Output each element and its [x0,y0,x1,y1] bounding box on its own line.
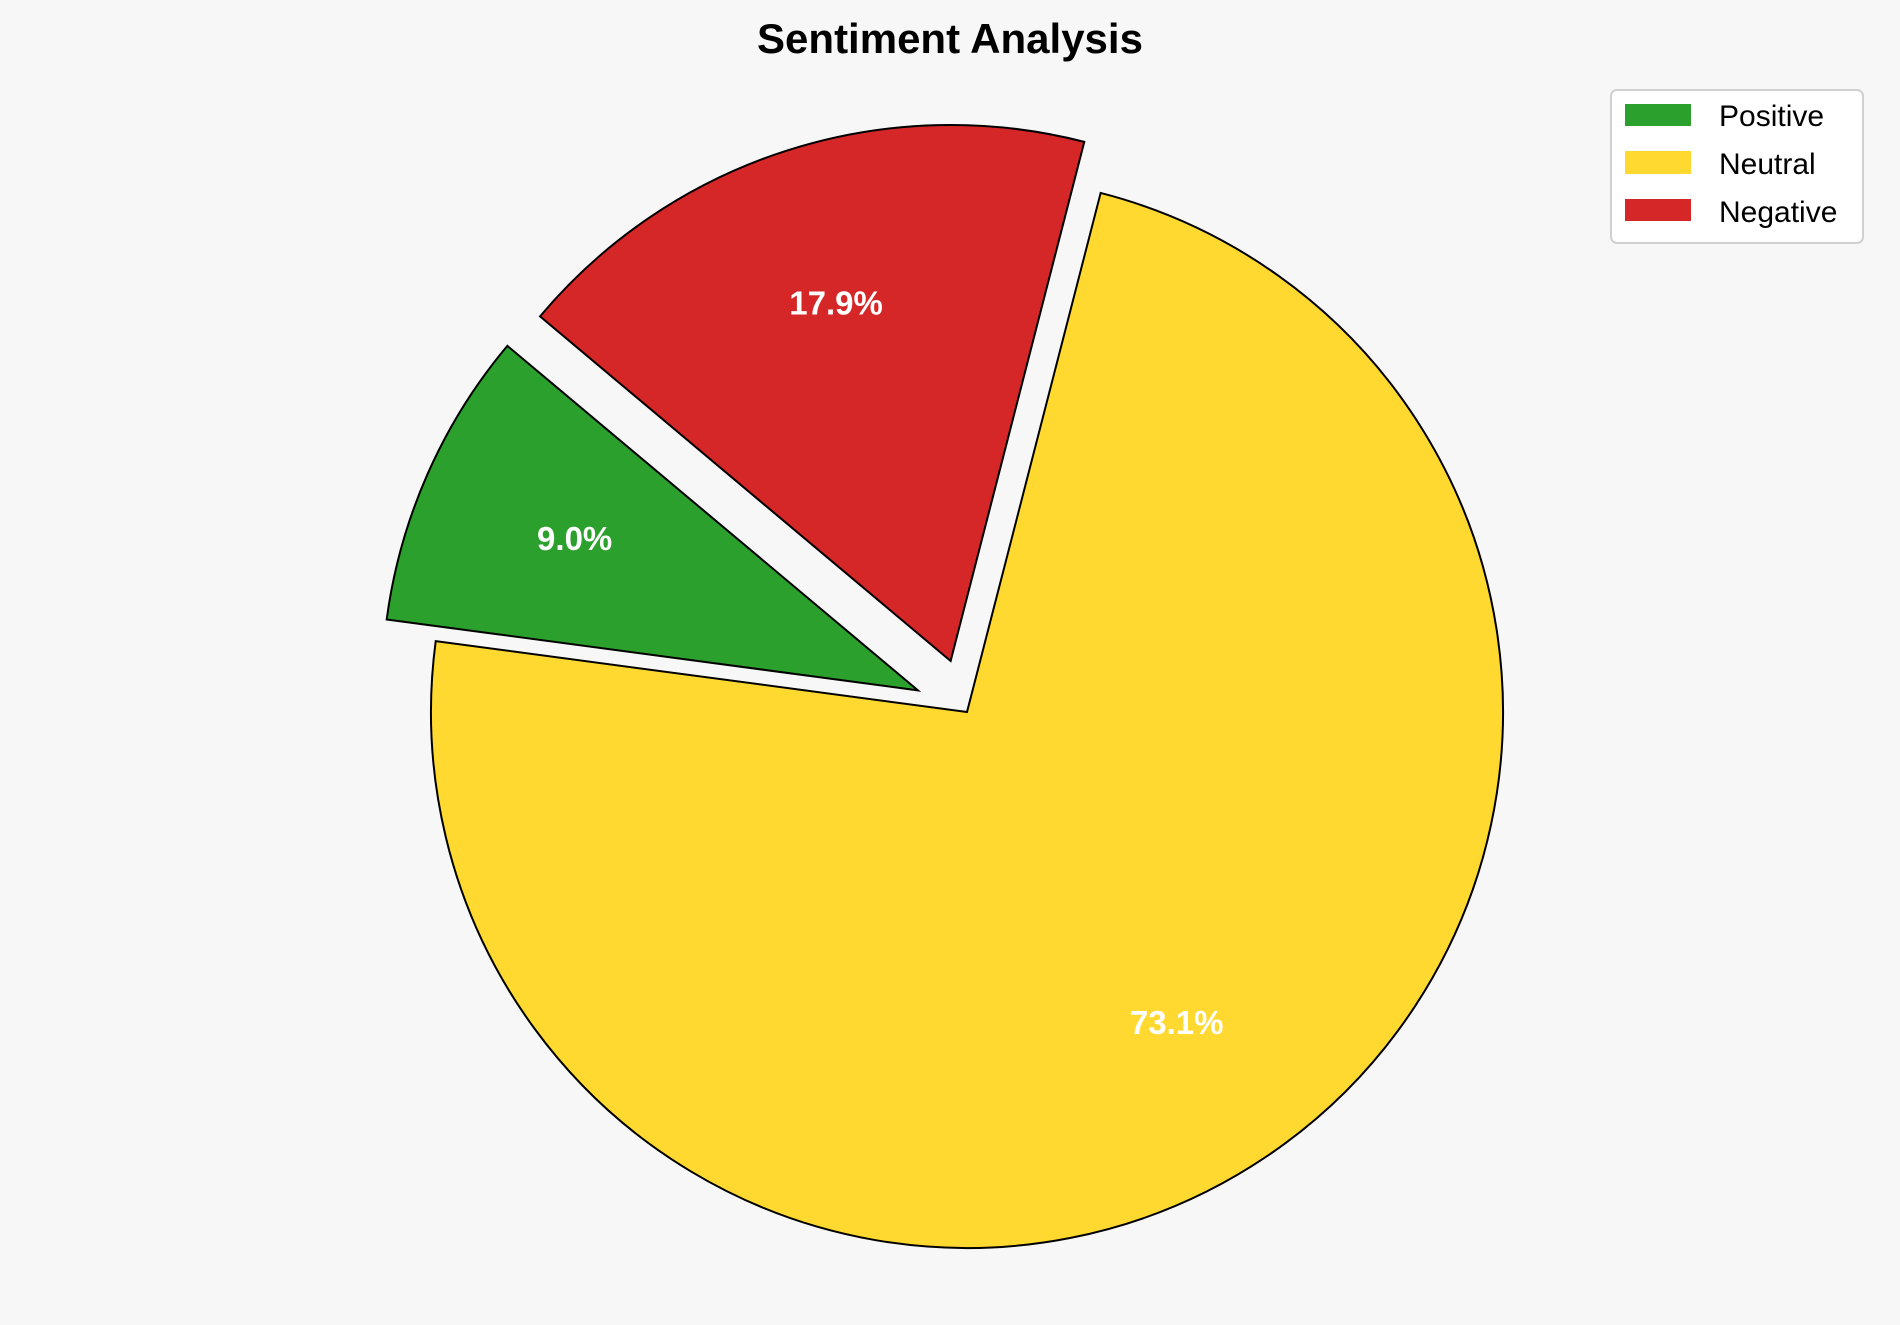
legend-label-positive: Positive [1719,100,1824,133]
pct-label-positive: 9.0% [537,520,612,557]
legend-label-neutral: Neutral [1719,148,1816,181]
legend: Positive Neutral Negative [1610,89,1864,244]
legend-label-negative: Negative [1719,196,1837,229]
pie-slice-negative [538,123,1086,663]
pie-slice-neutral [430,191,1504,1249]
pie-slice-positive [385,344,922,692]
chart-title: Sentiment Analysis [757,15,1143,62]
legend-swatch-negative [1625,199,1691,221]
legend-swatch-neutral [1625,151,1691,174]
legend-swatch-positive [1625,104,1691,126]
pct-label-negative: 17.9% [789,285,883,322]
pct-label-neutral: 73.1% [1130,1004,1224,1041]
